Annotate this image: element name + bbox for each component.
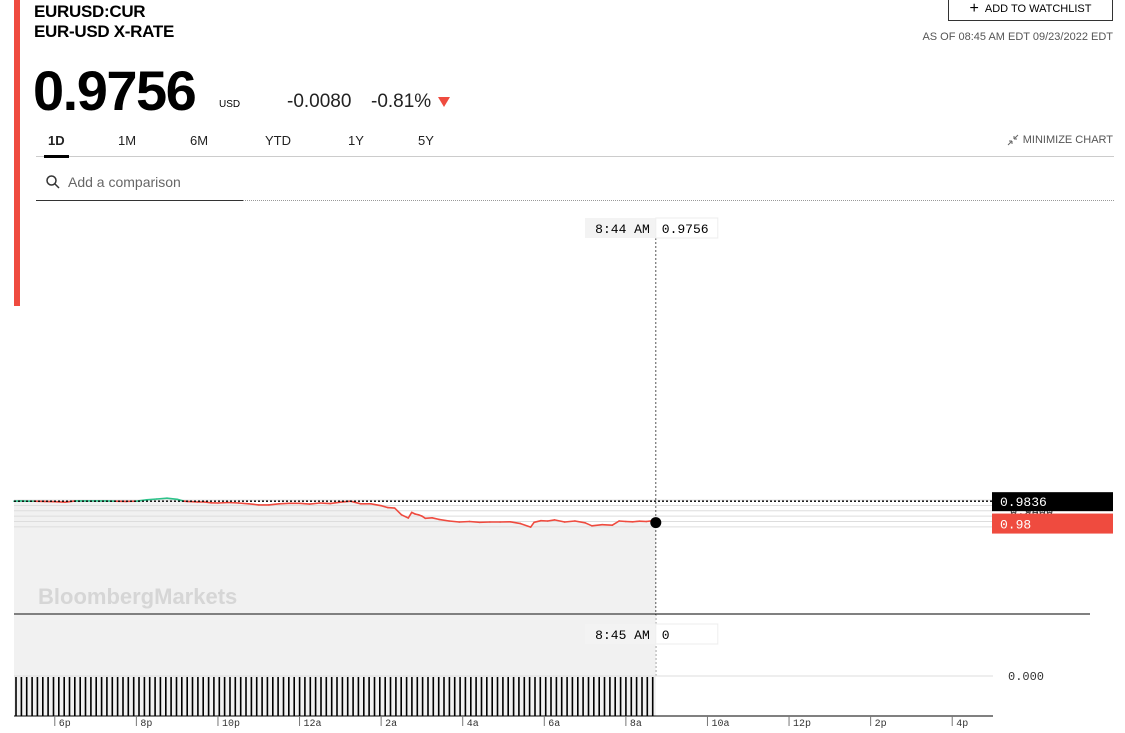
- price-line-segment: [438, 518, 450, 522]
- tab-1m[interactable]: 1M: [118, 133, 137, 148]
- volume-tick-label: 0.000: [1008, 670, 1044, 684]
- header-divider: [243, 200, 1114, 201]
- minimize-chart-label: MINIMIZE CHART: [1022, 134, 1113, 146]
- price-line-segment: [563, 520, 576, 523]
- accent-bar: [14, 0, 20, 306]
- x-tick-label: 10a: [711, 719, 729, 730]
- bloomberg-watermark: BloombergMarkets: [38, 584, 237, 609]
- price-line-segment: [237, 502, 250, 505]
- price-line-segment: [370, 502, 382, 507]
- previous-close-label: 0.9836: [1000, 495, 1047, 510]
- x-tick-label: 2a: [385, 719, 397, 730]
- price-line-segment: [339, 500, 352, 504]
- add-to-watchlist-label: ADD TO WATCHLIST: [984, 2, 1092, 15]
- price-line-segment: [186, 500, 199, 503]
- x-tick-label: 8a: [630, 719, 642, 730]
- tab-1d[interactable]: 1D: [44, 133, 69, 158]
- price-line-segment: [601, 523, 614, 527]
- price-change: -0.0080: [287, 91, 352, 112]
- price-line-segment: [166, 497, 178, 501]
- comparison-input[interactable]: [68, 174, 228, 190]
- tooltip-value-box: [655, 217, 719, 239]
- price-line-segment: [533, 519, 542, 524]
- last-price: 0.9756: [33, 59, 197, 122]
- price-line-segment: [203, 501, 212, 504]
- price-line-segment: [431, 516, 440, 521]
- price-line-segment: [145, 498, 158, 501]
- x-tick-label: 6a: [548, 719, 560, 730]
- price-line-segment: [298, 502, 311, 505]
- price-line-segment: [519, 522, 532, 528]
- as-of-timestamp: AS OF 08:45 AM EDT 09/23/2022 EDT: [922, 31, 1113, 43]
- x-tick-label: 12a: [304, 719, 322, 730]
- x-tick-label: 4p: [956, 719, 968, 730]
- price-line-segment: [319, 502, 331, 505]
- price-line-segment: [349, 500, 362, 505]
- last-price-box: [992, 513, 1113, 534]
- tab-6m[interactable]: 6M: [190, 133, 209, 148]
- security-name: EUR-USD X-RATE: [34, 22, 174, 41]
- price-line-segment: [611, 520, 620, 527]
- price-line-segment: [308, 502, 321, 505]
- price-line-segment: [424, 516, 433, 520]
- x-tick-label: 4a: [467, 719, 479, 730]
- minimize-chart-button[interactable]: MINIMIZE CHART: [1007, 134, 1113, 146]
- previous-close-box: [992, 492, 1113, 512]
- tooltip-value-box: [655, 623, 719, 645]
- down-arrow-icon: [438, 97, 450, 107]
- price-line-segment: [529, 521, 535, 528]
- price-line-segment: [574, 520, 586, 524]
- price-line-segment: [546, 519, 556, 522]
- price-line-segment: [380, 504, 389, 509]
- price-change-percent: -0.81%: [371, 91, 432, 112]
- price-line-segment: [468, 520, 481, 524]
- price-line-segment: [217, 501, 229, 504]
- minimize-icon: [1007, 134, 1019, 146]
- tab-1y[interactable]: 1Y: [348, 133, 364, 148]
- search-icon: [46, 175, 60, 189]
- crosshair-time: 8:44 AM: [595, 222, 650, 237]
- price-line-segment: [448, 520, 461, 523]
- tooltip-time-box: [585, 624, 656, 644]
- price-line-segment: [393, 507, 403, 516]
- price-line-segment: [278, 502, 291, 505]
- add-to-watchlist-button[interactable]: + ADD TO WATCHLIST: [948, 0, 1113, 21]
- price-line-segment: [227, 501, 240, 504]
- price-line-segment: [591, 523, 603, 527]
- plus-icon: +: [969, 0, 979, 17]
- price-line-segment: [553, 519, 566, 523]
- price-line-segment: [400, 513, 410, 519]
- tab-5y[interactable]: 5Y: [418, 133, 434, 148]
- price-line-segment: [407, 511, 413, 519]
- price-line-segment: [329, 501, 342, 505]
- price-line-segment: [53, 500, 66, 504]
- price-line-segment: [458, 520, 471, 523]
- ticker-symbol: EURUSD:CUR: [34, 2, 146, 21]
- x-tick-label: 10p: [222, 719, 240, 730]
- price-line-segment: [387, 506, 396, 509]
- volume-crosshair-value: 0: [662, 628, 670, 643]
- x-tick-label: 8p: [140, 719, 152, 730]
- comparison-search: [36, 164, 243, 201]
- price-line-segment: [631, 520, 641, 523]
- x-tick-label: 12p: [793, 719, 811, 730]
- crosshair-value: 0.9756: [662, 222, 709, 237]
- price-line-segment: [509, 520, 522, 525]
- time-range-tabs: 1D 1M 6M YTD 1Y 5Y: [36, 130, 1114, 158]
- price-line-segment: [156, 497, 168, 500]
- volume-crosshair-time: 8:45 AM: [595, 628, 650, 643]
- volume-area-fill: [14, 615, 656, 716]
- price-line-segment: [268, 502, 280, 506]
- tooltip-time-box: [585, 218, 656, 238]
- tab-ytd[interactable]: YTD: [265, 133, 291, 148]
- last-price-dot: [650, 517, 662, 529]
- last-price-label: 0.98: [1000, 518, 1031, 533]
- x-tick-label: 2p: [875, 719, 887, 730]
- price-line-segment: [247, 502, 260, 506]
- price-line-segment: [584, 521, 593, 527]
- currency-label: USD: [219, 99, 241, 110]
- price-line-segment: [618, 520, 627, 523]
- x-tick-label: 6p: [59, 719, 71, 730]
